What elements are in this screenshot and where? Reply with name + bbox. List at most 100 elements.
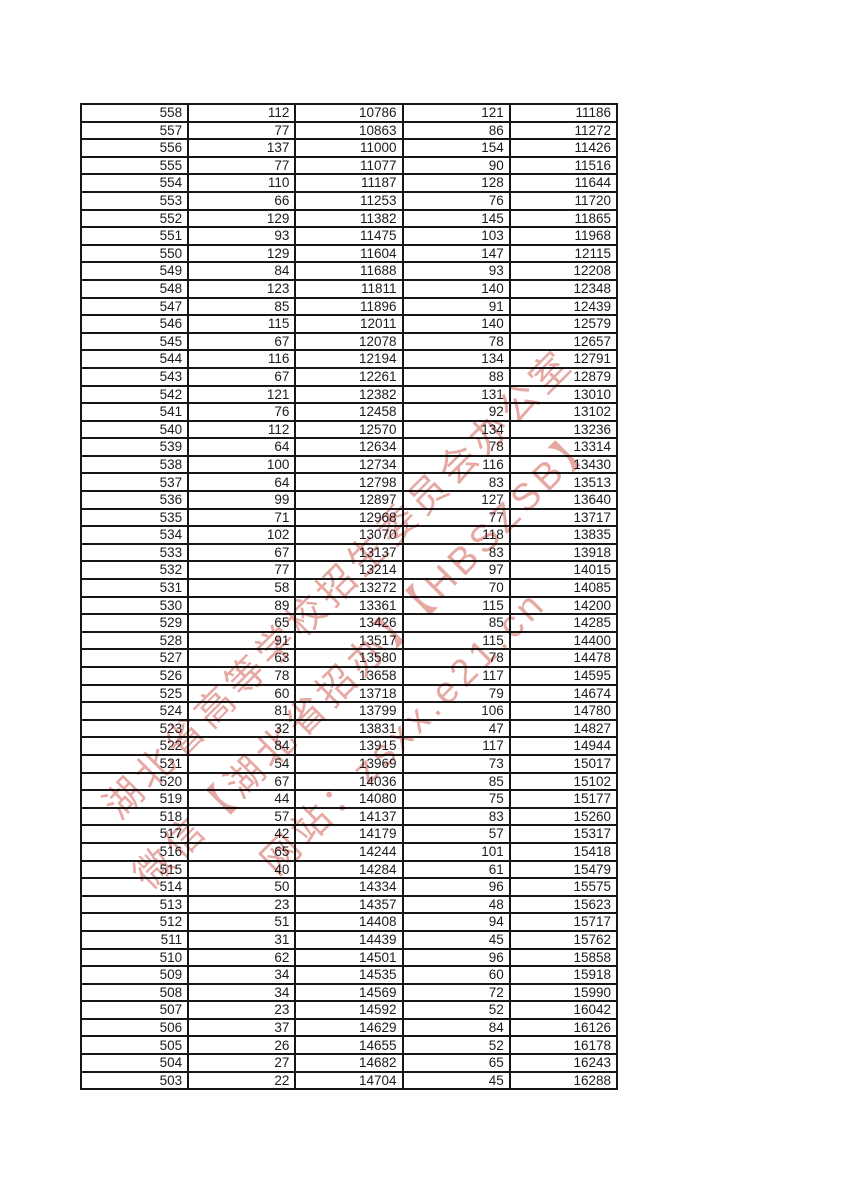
cumulative-a-cell: 13137 (294, 542, 404, 563)
count-a-cell: 67 (187, 366, 297, 387)
cumulative-a-cell: 11382 (294, 208, 404, 229)
score-cell: 541 (79, 402, 190, 422)
cumulative-b-cell: 14944 (508, 736, 619, 756)
table-row: 514 50 14334 96 15575 (79, 877, 619, 897)
cumulative-a-cell: 12968 (294, 507, 404, 528)
cumulative-a-cell: 14408 (294, 912, 404, 932)
count-b-cell: 65 (401, 1053, 511, 1073)
count-a-cell: 115 (187, 314, 297, 334)
table-row: 532 77 13214 97 14015 (79, 560, 619, 581)
count-b-cell: 85 (401, 771, 511, 792)
cumulative-a-cell: 11475 (294, 226, 404, 246)
cumulative-a-cell: 14439 (294, 929, 404, 950)
score-cell: 549 (79, 261, 190, 281)
score-cell: 534 (79, 525, 190, 545)
cumulative-b-cell: 15918 (508, 965, 619, 985)
table-row: 520 67 14036 85 15102 (79, 771, 619, 792)
cumulative-a-cell: 12634 (294, 437, 404, 457)
cumulative-a-cell: 14179 (294, 824, 404, 844)
cumulative-a-cell: 14629 (294, 1017, 404, 1038)
score-cell: 532 (79, 560, 190, 581)
cumulative-b-cell: 11865 (508, 208, 619, 229)
count-a-cell: 84 (187, 736, 297, 756)
table-row: 558 112 10786 121 11186 (79, 103, 619, 123)
cumulative-b-cell: 15479 (508, 859, 619, 880)
score-cell: 521 (79, 753, 190, 774)
count-b-cell: 128 (401, 173, 511, 193)
cumulative-b-cell: 14015 (508, 560, 619, 581)
score-cell: 516 (79, 841, 190, 862)
count-a-cell: 44 (187, 789, 297, 809)
cumulative-a-cell: 14592 (294, 1000, 404, 1020)
count-b-cell: 61 (401, 859, 511, 880)
score-cell: 553 (79, 190, 190, 211)
count-a-cell: 64 (187, 472, 297, 493)
table-row: 539 64 12634 78 13314 (79, 437, 619, 457)
cumulative-b-cell: 16126 (508, 1017, 619, 1038)
count-a-cell: 112 (187, 419, 297, 440)
count-b-cell: 91 (401, 296, 511, 317)
score-cell: 524 (79, 701, 190, 721)
count-a-cell: 84 (187, 261, 297, 281)
cumulative-a-cell: 14501 (294, 947, 404, 968)
cumulative-b-cell: 14595 (508, 666, 619, 686)
count-a-cell: 93 (187, 226, 297, 246)
table-row: 519 44 14080 75 15177 (79, 789, 619, 809)
cumulative-a-cell: 14704 (294, 1070, 404, 1091)
cumulative-a-cell: 13580 (294, 648, 404, 668)
count-a-cell: 42 (187, 824, 297, 844)
score-cell: 512 (79, 912, 190, 932)
count-a-cell: 26 (187, 1035, 297, 1056)
count-b-cell: 72 (401, 982, 511, 1003)
cumulative-a-cell: 13915 (294, 736, 404, 756)
count-a-cell: 22 (187, 1070, 297, 1091)
count-b-cell: 75 (401, 789, 511, 809)
cumulative-a-cell: 14137 (294, 806, 404, 827)
cumulative-a-cell: 13799 (294, 701, 404, 721)
count-a-cell: 121 (187, 384, 297, 405)
count-b-cell: 121 (401, 103, 511, 123)
count-a-cell: 60 (187, 683, 297, 704)
table-row: 541 76 12458 92 13102 (79, 402, 619, 422)
count-a-cell: 67 (187, 331, 297, 352)
score-cell: 511 (79, 929, 190, 950)
count-a-cell: 50 (187, 877, 297, 897)
cumulative-b-cell: 15990 (508, 982, 619, 1003)
cumulative-b-cell: 13102 (508, 402, 619, 422)
score-cell: 554 (79, 173, 190, 193)
cumulative-b-cell: 16042 (508, 1000, 619, 1020)
cumulative-a-cell: 13070 (294, 525, 404, 545)
cumulative-a-cell: 13426 (294, 613, 404, 633)
cumulative-a-cell: 12734 (294, 454, 404, 475)
count-b-cell: 83 (401, 472, 511, 493)
score-cell: 513 (79, 894, 190, 915)
cumulative-b-cell: 13918 (508, 542, 619, 563)
cumulative-b-cell: 15260 (508, 806, 619, 827)
table-row: 549 84 11688 93 12208 (79, 261, 619, 281)
count-b-cell: 94 (401, 912, 511, 932)
score-cell: 530 (79, 595, 190, 616)
table-row: 511 31 14439 45 15762 (79, 929, 619, 950)
table-row: 536 99 12897 127 13640 (79, 490, 619, 510)
cumulative-b-cell: 16288 (508, 1070, 619, 1091)
cumulative-b-cell: 13717 (508, 507, 619, 528)
cumulative-b-cell: 12208 (508, 261, 619, 281)
count-a-cell: 31 (187, 929, 297, 950)
count-b-cell: 127 (401, 490, 511, 510)
cumulative-b-cell: 11186 (508, 103, 619, 123)
count-b-cell: 90 (401, 155, 511, 176)
cumulative-b-cell: 11720 (508, 190, 619, 211)
cumulative-b-cell: 11516 (508, 155, 619, 176)
cumulative-a-cell: 12261 (294, 366, 404, 387)
count-b-cell: 78 (401, 331, 511, 352)
count-b-cell: 45 (401, 929, 511, 950)
table-row: 550 129 11604 147 12115 (79, 243, 619, 264)
count-a-cell: 76 (187, 402, 297, 422)
cumulative-b-cell: 16243 (508, 1053, 619, 1073)
count-a-cell: 66 (187, 190, 297, 211)
count-a-cell: 27 (187, 1053, 297, 1073)
table-row: 557 77 10863 86 11272 (79, 120, 619, 141)
count-b-cell: 145 (401, 208, 511, 229)
count-b-cell: 92 (401, 402, 511, 422)
